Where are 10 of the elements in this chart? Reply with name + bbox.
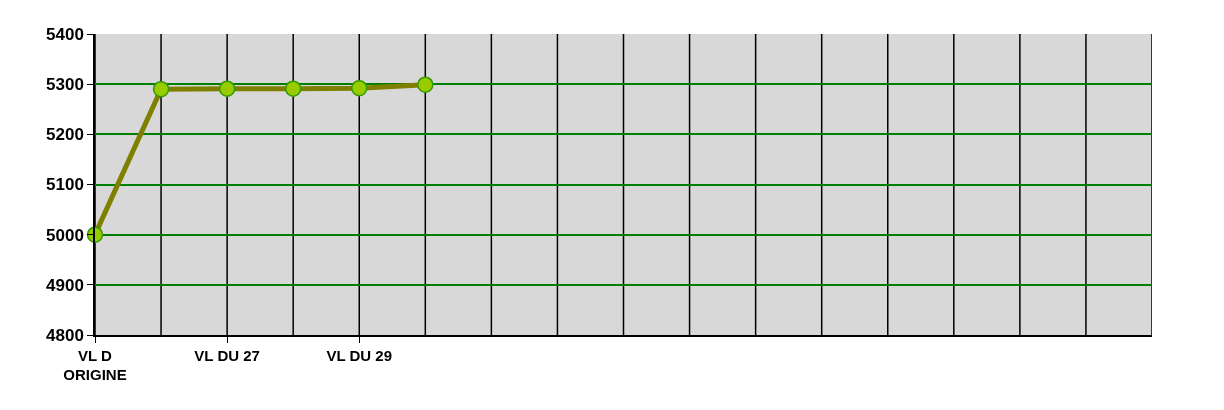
y-tick-label: 4900 bbox=[46, 275, 84, 295]
y-tick-label: 5200 bbox=[46, 125, 84, 145]
x-tick-label: VL D ORIGINE bbox=[63, 346, 127, 384]
x-tick-label: VL DU 27 bbox=[194, 346, 260, 364]
y-tick-label: 5000 bbox=[46, 225, 84, 245]
y-tick-label: 5100 bbox=[46, 175, 84, 195]
y-tick-label: 4800 bbox=[46, 325, 84, 345]
y-tick-label: 5400 bbox=[46, 24, 84, 44]
x-tick-label: VL DU 29 bbox=[326, 346, 393, 364]
y-tick-label: 5300 bbox=[46, 75, 84, 95]
